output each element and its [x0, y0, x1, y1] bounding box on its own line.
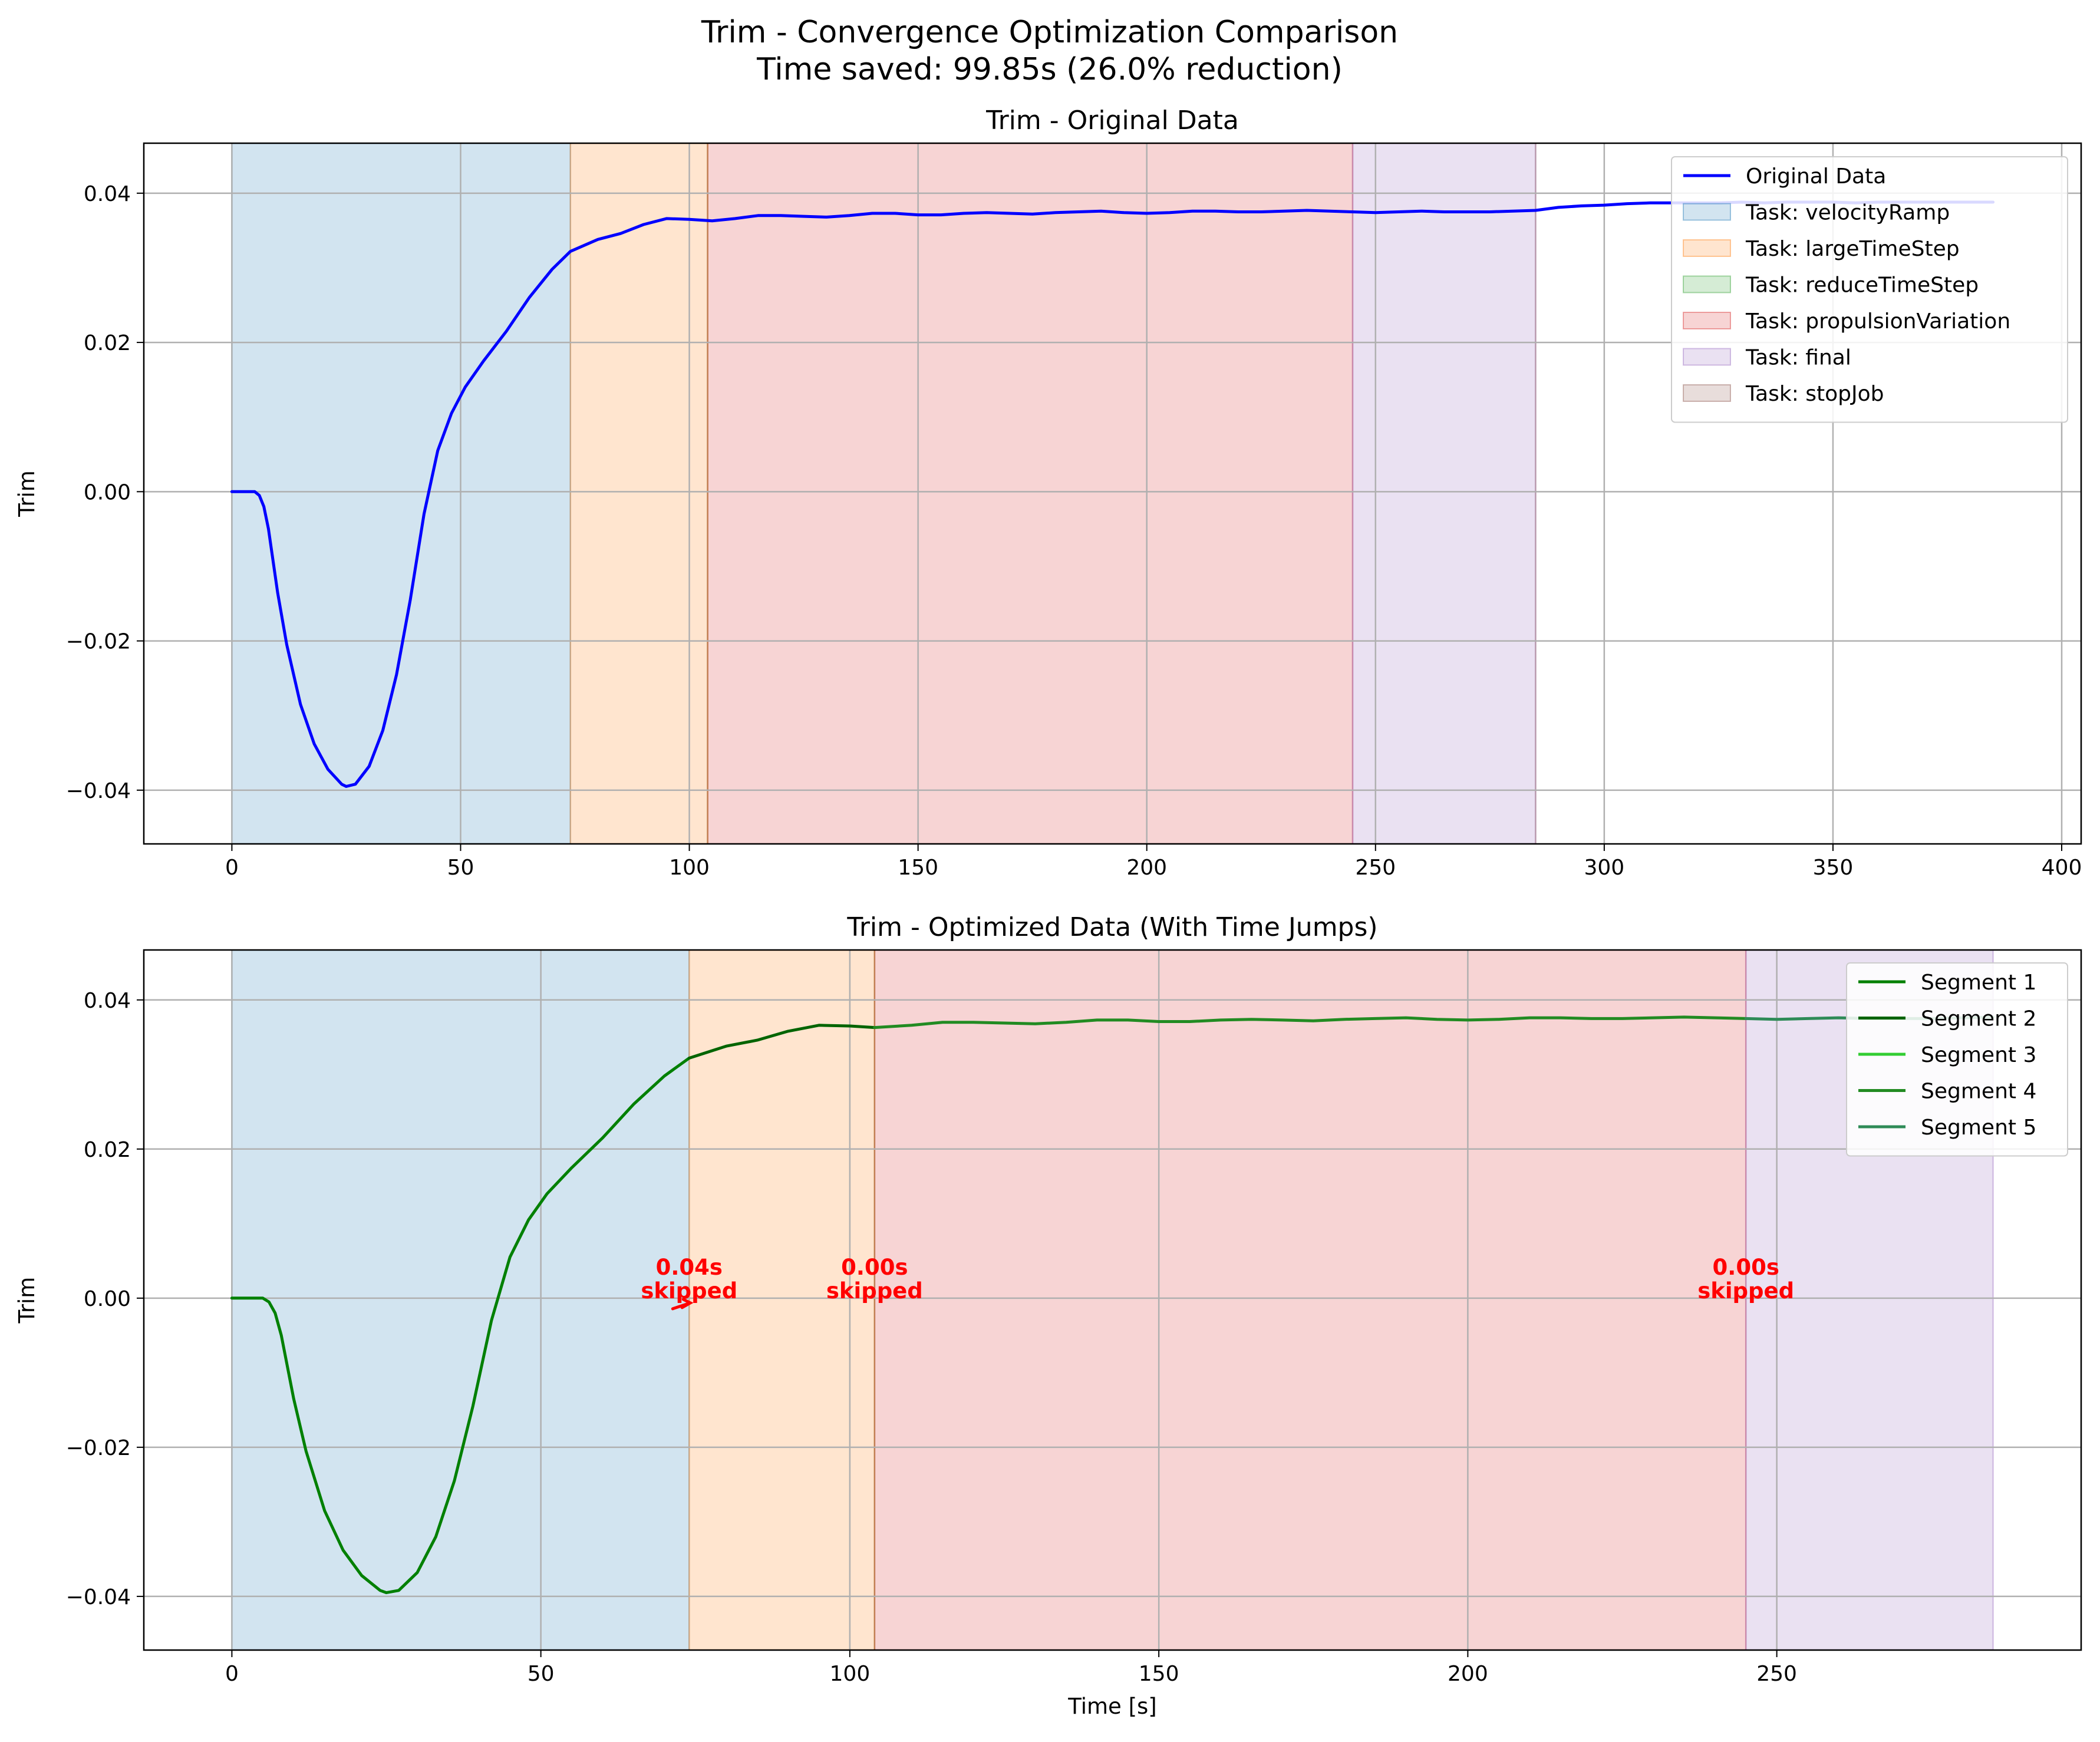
skip-annotation-label: skipped — [1697, 1278, 1794, 1304]
x-tick-label: 150 — [898, 856, 938, 880]
legend-swatch-patch — [1683, 349, 1730, 365]
legend-swatch-patch — [1683, 204, 1730, 220]
y-axis-label: Trim — [14, 1277, 39, 1324]
y-tick-label: 0.02 — [84, 1138, 131, 1162]
y-tick-label: −0.02 — [66, 630, 131, 654]
y-tick-label: 0.02 — [84, 331, 131, 355]
y-tick-label: −0.02 — [66, 1436, 131, 1460]
legend-swatch-patch — [1683, 312, 1730, 329]
x-tick-label: 150 — [1139, 1662, 1179, 1686]
legend: Segment 1 Segment 2 Segment 3 Segment 4 Segm… — [1847, 963, 2068, 1156]
x-tick-label: 400 — [2042, 856, 2082, 880]
x-axis-label: Time [s] — [1067, 1694, 1156, 1719]
x-tick-label: 250 — [1355, 856, 1396, 880]
y-tick-label: −0.04 — [66, 779, 131, 803]
x-tick-label: 100 — [830, 1662, 871, 1686]
legend-label: Task: largeTimeStep — [1745, 237, 1960, 261]
legend-label: Segment 3 — [1921, 1043, 2036, 1067]
legend-swatch-patch — [1683, 276, 1730, 293]
optimized-data-chart: 0 50 100 150 200 250 −0.04 −0.02 0.00 0.02 0.04 Tri… — [14, 912, 2081, 1719]
skip-annotation-time: 0.00s — [1713, 1255, 1779, 1280]
y-tick-label: 0.00 — [84, 480, 131, 504]
skip-annotation-time: 0.00s — [841, 1255, 908, 1280]
legend-label: Segment 4 — [1921, 1080, 2036, 1104]
y-tick-label: 0.04 — [84, 989, 131, 1013]
legend-label: Task: velocityRamp — [1745, 201, 1950, 225]
original-data-chart: 0 50 100 150 200 250 300 350 400 −0.04 −0.02 0.00 0.… — [14, 105, 2082, 880]
legend-swatch-patch — [1683, 385, 1730, 401]
x-tick-label: 0 — [225, 1662, 239, 1686]
y-axis-label: Trim — [14, 470, 39, 517]
chart-title: Trim - Original Data — [985, 105, 1239, 136]
task-region — [1353, 143, 1535, 844]
task-region — [708, 143, 1353, 844]
figure-subtitle: Time saved: 99.85s (26.0% reduction) — [756, 52, 1343, 87]
task-region — [232, 950, 689, 1650]
legend-label: Task: reduceTimeStep — [1745, 273, 1979, 298]
x-tick-label: 350 — [1813, 856, 1854, 880]
legend-label: Segment 1 — [1921, 971, 2036, 995]
legend-label: Task: stopJob — [1745, 382, 1884, 406]
x-tick-label: 50 — [528, 1662, 555, 1686]
task-region — [571, 143, 708, 844]
legend-label: Task: propulsionVariation — [1745, 309, 2010, 334]
x-tick-label: 300 — [1584, 856, 1625, 880]
y-tick-label: 0.04 — [84, 182, 131, 206]
x-tick-label: 250 — [1756, 1662, 1797, 1686]
x-tick-label: 200 — [1448, 1662, 1488, 1686]
y-tick-label: −0.04 — [66, 1585, 131, 1609]
legend-label: Task: final — [1745, 346, 1851, 370]
skip-annotation-label: skipped — [826, 1278, 923, 1304]
legend-label: Segment 2 — [1921, 1007, 2036, 1031]
y-tick-label: 0.00 — [84, 1287, 131, 1311]
figure-title: Trim - Convergence Optimization Comparis… — [701, 15, 1398, 50]
legend-label: Segment 5 — [1921, 1116, 2036, 1140]
x-tick-label: 0 — [225, 856, 239, 880]
skip-annotation-time: 0.04s — [656, 1255, 723, 1280]
task-region — [232, 143, 570, 844]
x-tick-label: 100 — [669, 856, 710, 880]
x-tick-label: 200 — [1126, 856, 1167, 880]
task-region — [875, 950, 1746, 1650]
legend: Original Data Task: velocityRamp Task: lar… — [1672, 157, 2068, 423]
chart-title: Trim - Optimized Data (With Time Jumps) — [846, 912, 1377, 942]
skip-annotation-label: skipped — [641, 1278, 737, 1304]
legend-swatch-patch — [1683, 240, 1730, 256]
legend-label: Original Data — [1746, 164, 1886, 189]
x-tick-label: 50 — [447, 856, 474, 880]
